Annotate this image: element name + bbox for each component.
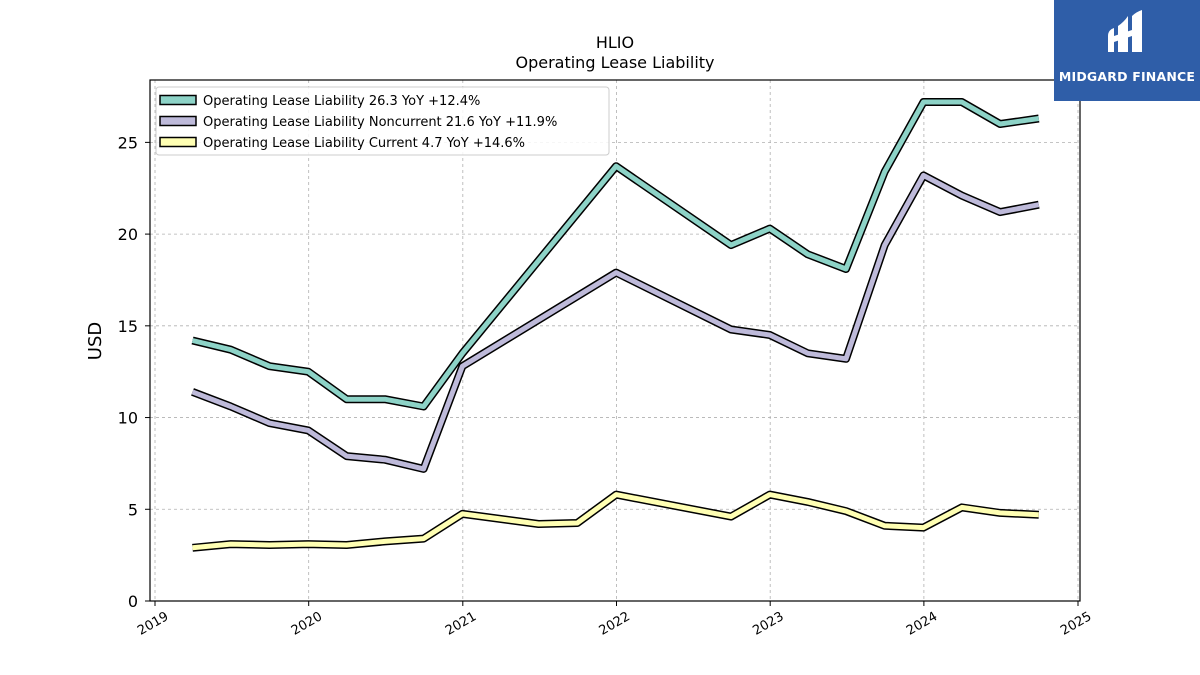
grid — [150, 80, 1080, 602]
y-tick-label: 5 — [128, 500, 138, 519]
series-line — [192, 492, 1039, 551]
y-tick-label: 0 — [128, 592, 138, 611]
x-tick-label: 2021 — [443, 609, 479, 639]
series-outline — [191, 171, 1040, 473]
series-lines — [191, 98, 1040, 552]
x-tick-label: 2025 — [1058, 609, 1094, 639]
y-tick-label: 10 — [118, 409, 138, 428]
legend-box — [155, 86, 610, 156]
x-axis: 2019 2020 2021 2022 2023 2024 2025 — [135, 601, 1094, 639]
legend-entry: Operating Lease Liability Noncurrent 21.… — [203, 115, 557, 130]
series-line — [191, 172, 1040, 472]
series-outline — [192, 490, 1039, 552]
legend-swatch — [159, 94, 197, 106]
y-axis: 0 5 10 15 20 25 — [118, 133, 150, 611]
legend-entry: Operating Lease Liability 26.3 YoY +12.4… — [203, 94, 480, 109]
series-line — [191, 99, 1040, 409]
y-tick-label: 25 — [118, 133, 138, 152]
y-tick-label: 20 — [118, 225, 138, 244]
x-tick-label: 2023 — [750, 609, 786, 639]
y-axis-label: USD — [85, 322, 106, 360]
x-tick-label: 2022 — [597, 609, 633, 639]
chart-title: HLIO — [596, 33, 634, 52]
legend-swatch — [159, 136, 197, 148]
chart-subtitle: Operating Lease Liability — [515, 53, 714, 72]
midgard-finance-logo: MIDGARD FINANCE — [1054, 0, 1200, 101]
y-tick-label: 15 — [118, 317, 138, 336]
logo-text: MIDGARD FINANCE — [1058, 69, 1196, 84]
axes-frame — [149, 79, 1081, 602]
x-tick-label: 2019 — [135, 609, 171, 639]
x-tick-label: 2020 — [289, 609, 325, 639]
midgard-logo-icon — [1108, 10, 1142, 52]
legend: Operating Lease Liability 26.3 YoY +12.4… — [155, 86, 610, 156]
legend-entry: Operating Lease Liability Current 4.7 Yo… — [203, 136, 525, 151]
legend-swatch — [159, 115, 197, 127]
x-tick-label: 2024 — [904, 609, 940, 639]
